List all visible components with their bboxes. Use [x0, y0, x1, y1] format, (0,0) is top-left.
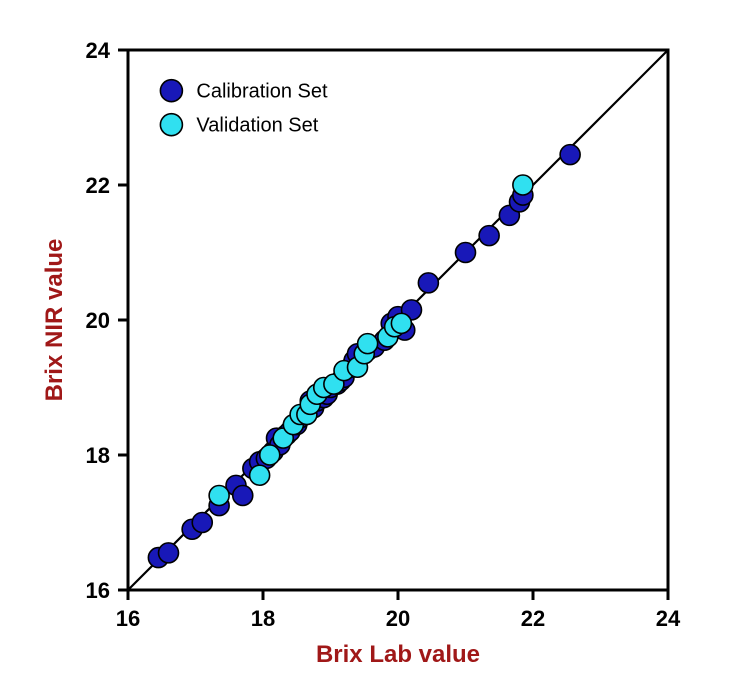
- x-tick-label: 20: [386, 606, 410, 631]
- data-point: [260, 445, 280, 465]
- data-point: [418, 273, 438, 293]
- x-tick-label: 18: [251, 606, 275, 631]
- data-point: [233, 486, 253, 506]
- data-point: [479, 226, 499, 246]
- data-point: [209, 486, 229, 506]
- y-tick-label: 20: [86, 308, 110, 333]
- data-point: [391, 313, 411, 333]
- chart-container: 16 18 20 22 24 Brix Lab value 16 18 20 22 24 Brix N…: [0, 0, 750, 688]
- data-point: [250, 465, 270, 485]
- legend-label: Calibration Set: [196, 81, 328, 103]
- scatter-chart: 16 18 20 22 24 Brix Lab value 16 18 20 22 24 Brix N…: [0, 0, 750, 688]
- y-tick-label: 22: [86, 173, 110, 198]
- x-axis-label: Brix Lab value: [316, 641, 480, 668]
- legend-marker: [160, 80, 182, 102]
- data-point: [358, 334, 378, 354]
- legend-marker: [160, 114, 182, 136]
- x-tick-label: 24: [656, 606, 681, 631]
- legend-label: Validation Set: [196, 115, 318, 137]
- x-tick-label: 16: [116, 606, 140, 631]
- data-point: [456, 243, 476, 263]
- data-point: [513, 175, 533, 195]
- data-point: [159, 543, 179, 563]
- y-tick-label: 18: [86, 443, 110, 468]
- y-tick-label: 16: [86, 578, 110, 603]
- data-point: [560, 145, 580, 165]
- data-point: [192, 513, 212, 533]
- y-axis-label: Brix NIR value: [41, 239, 68, 402]
- x-tick-label: 22: [521, 606, 545, 631]
- y-tick-label: 24: [86, 38, 111, 63]
